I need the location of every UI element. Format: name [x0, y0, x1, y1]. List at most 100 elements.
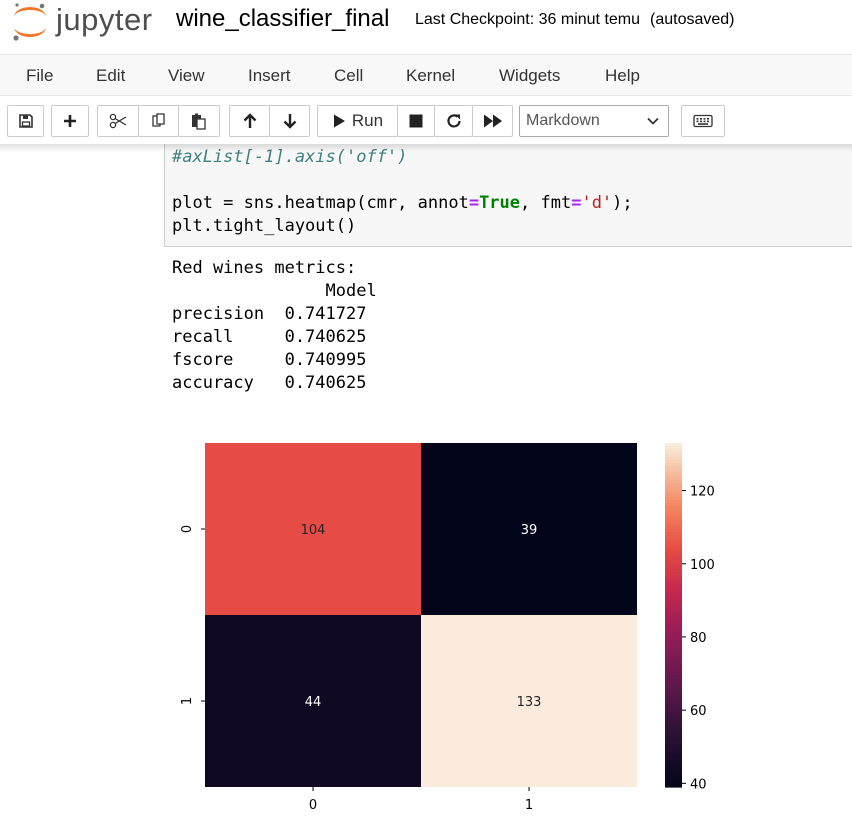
- move-down-button[interactable]: [269, 105, 310, 137]
- colorbar-segment: [665, 778, 682, 782]
- colorbar-segment: [665, 715, 682, 719]
- colorbar-segment: [665, 523, 682, 527]
- save-button[interactable]: [7, 105, 44, 137]
- code-token: , fmt: [520, 193, 572, 213]
- notebook-header: jupyter wine_classifier_final Last Check…: [0, 0, 852, 54]
- colorbar-segment: [665, 549, 682, 553]
- notebook-title[interactable]: wine_classifier_final: [176, 5, 390, 32]
- colorbar-segment: [665, 635, 682, 639]
- keyboard-icon: [693, 114, 713, 128]
- colorbar-segment: [665, 600, 682, 605]
- insert-cell-button[interactable]: [51, 105, 89, 137]
- code-cell-input[interactable]: #axList[-1].axis('off') plot = sns.heatm…: [164, 144, 852, 247]
- code-keyword: True: [479, 193, 521, 213]
- interrupt-button[interactable]: [397, 105, 435, 137]
- move-up-button[interactable]: [229, 105, 270, 137]
- colorbar-segment: [665, 615, 682, 619]
- heatmap-cell: [421, 443, 637, 615]
- colorbar-segment: [665, 752, 682, 757]
- colorbar-segment: [665, 764, 682, 768]
- heatmap-cell: [421, 615, 637, 787]
- colorbar-segment: [665, 506, 682, 510]
- cell-value-label: 44: [305, 695, 322, 710]
- restart-run-all-button[interactable]: [472, 105, 513, 137]
- colorbar-segment: [665, 500, 682, 504]
- colorbar-segment: [665, 451, 682, 456]
- colorbar-segment: [665, 672, 682, 676]
- output-line: Model: [172, 281, 377, 301]
- copy-button[interactable]: [138, 105, 179, 137]
- menu-cell[interactable]: Cell: [334, 66, 364, 85]
- colorbar-segment: [665, 660, 682, 665]
- copy-icon: [151, 113, 165, 127]
- colorbar-segment: [665, 683, 682, 688]
- colorbar-segment: [665, 526, 682, 530]
- output-line: Red wines metrics:: [172, 258, 357, 278]
- colorbar-segment: [665, 620, 682, 625]
- stop-icon: [409, 114, 423, 128]
- colorbar-segment: [665, 758, 682, 762]
- cell-value-label: 39: [521, 523, 538, 538]
- colorbar-segment: [665, 511, 682, 516]
- colorbar-segment: [665, 775, 682, 779]
- code-line-2: plot = sns.heatmap(cmr, annot=True, fmt=…: [172, 193, 633, 213]
- colorbar-segment: [665, 534, 682, 539]
- colorbar-segment: [665, 686, 682, 691]
- colorbar-tick-label: 80: [690, 631, 707, 646]
- colorbar-segment: [665, 603, 682, 607]
- plus-icon: [64, 115, 76, 127]
- colorbar-segment: [665, 477, 682, 481]
- colorbar-segment: [665, 540, 682, 544]
- jupyter-logo-icon: [13, 3, 46, 41]
- colorbar-segment: [665, 465, 682, 470]
- colorbar-segment: [665, 560, 682, 564]
- colorbar-segment: [665, 508, 682, 513]
- colorbar-segment: [665, 617, 682, 622]
- menu-edit[interactable]: Edit: [96, 66, 126, 85]
- colorbar-segment: [665, 741, 682, 745]
- colorbar-segment: [665, 623, 682, 628]
- colorbar-segment: [665, 574, 682, 579]
- menu-widgets[interactable]: Widgets: [499, 66, 561, 85]
- menu-kernel[interactable]: Kernel: [406, 66, 456, 85]
- colorbar-segment: [665, 592, 682, 596]
- colorbar-segment: [665, 746, 682, 751]
- colorbar-segment: [665, 537, 682, 542]
- colorbar-segment: [665, 546, 682, 550]
- menu-file[interactable]: File: [26, 66, 54, 85]
- paste-button[interactable]: [178, 105, 220, 137]
- colorbar-segment: [665, 497, 682, 501]
- run-button[interactable]: Run: [317, 105, 398, 137]
- colorbar-segment: [665, 766, 682, 771]
- menu-help[interactable]: Help: [605, 66, 640, 85]
- colorbar-segment: [665, 698, 682, 702]
- menubar: File Edit View Insert Cell Kernel Widget…: [0, 54, 852, 96]
- colorbar-segment: [665, 529, 682, 533]
- colorbar-segment: [665, 586, 682, 590]
- colorbar-segment: [665, 626, 682, 630]
- menu-insert[interactable]: Insert: [248, 66, 291, 85]
- paste-icon: [192, 113, 206, 130]
- colorbar-segment: [665, 678, 682, 682]
- colorbar-segment: [665, 718, 682, 722]
- restart-kernel-button[interactable]: [434, 105, 473, 137]
- cut-button[interactable]: [97, 105, 139, 137]
- colorbar-segment: [665, 709, 682, 714]
- output-line: accuracy 0.740625: [172, 373, 367, 393]
- code-string: 'd': [581, 193, 613, 213]
- colorbar-segment: [665, 640, 682, 645]
- colorbar-segment: [665, 646, 682, 650]
- colorbar-segment: [665, 494, 682, 499]
- cell-value-label: 133: [517, 695, 542, 710]
- jupyter-logo[interactable]: jupyter: [8, 0, 158, 44]
- menu-view[interactable]: View: [168, 66, 205, 85]
- colorbar-segment: [665, 732, 682, 736]
- cell-type-select[interactable]: Markdown: [519, 105, 669, 137]
- code-operator: =: [468, 193, 480, 213]
- colorbar-segment: [665, 649, 682, 653]
- command-palette-button[interactable]: [681, 105, 725, 137]
- colorbar-segment: [665, 612, 682, 616]
- colorbar-segment: [665, 772, 682, 777]
- colorbar-segment: [665, 454, 682, 458]
- colorbar-segment: [665, 557, 682, 562]
